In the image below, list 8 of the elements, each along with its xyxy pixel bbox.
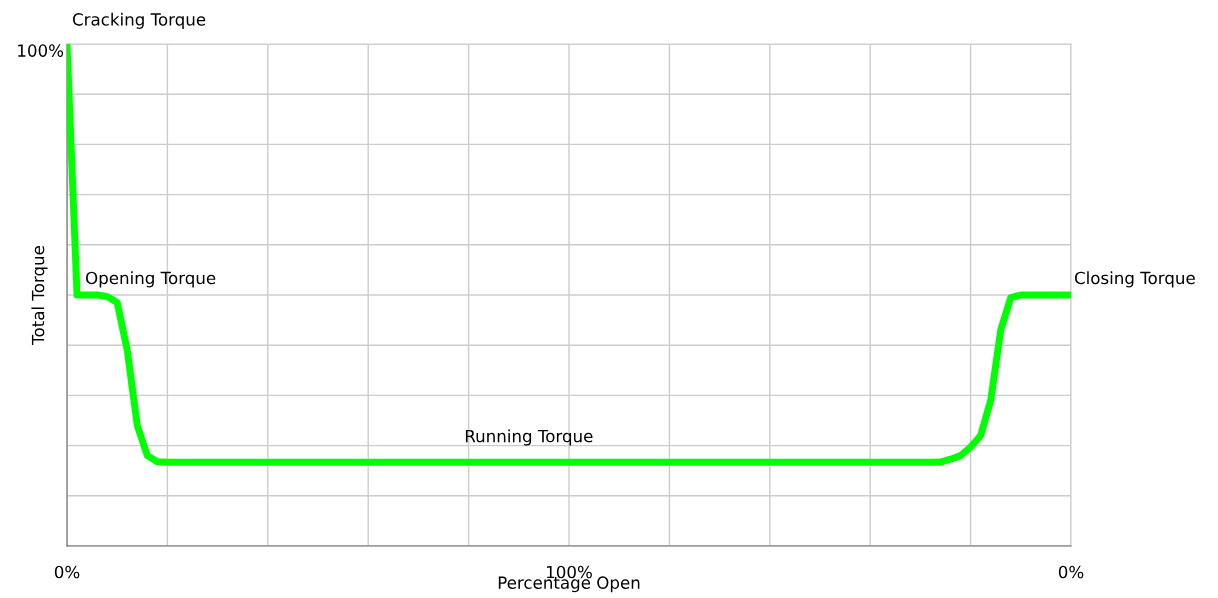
annotation: Running Torque — [465, 429, 593, 446]
text: Cracking Torque — [72, 12, 206, 29]
x-tick-label: 0% — [1058, 565, 1084, 579]
y-axis-title: Total Torque — [31, 246, 48, 345]
annotation: Opening Torque — [86, 271, 216, 288]
x-tick-label: 0% — [54, 565, 80, 579]
text: 100% — [18, 44, 64, 57]
text: Closing Torque — [1074, 271, 1195, 288]
